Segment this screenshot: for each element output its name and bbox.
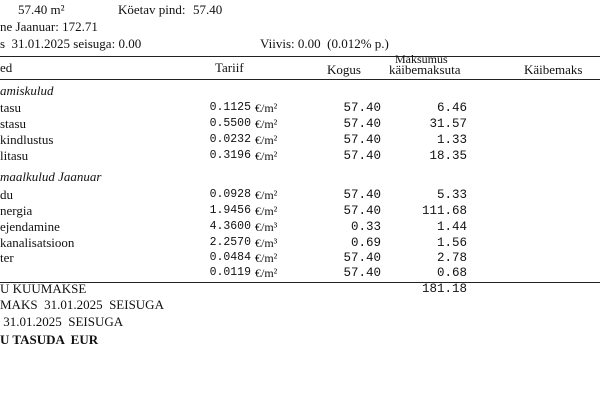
quantity: 57.40 <box>343 266 381 280</box>
area: 57.40 m² <box>18 2 65 17</box>
tariff: 2.2570 <box>209 236 251 249</box>
footer-line: 31.01.2025 SEISUGA <box>0 314 124 329</box>
heated-label: Köetav pind: <box>118 2 186 17</box>
quantity: 0.69 <box>350 236 381 250</box>
quantity: 57.40 <box>343 117 381 131</box>
tariff: 0.0928 <box>209 188 251 201</box>
col-amount: Maksumus <box>395 52 448 66</box>
footer-line: U TASUDA EUR <box>0 332 99 347</box>
unit: €/m² <box>255 204 278 218</box>
quantity: 57.40 <box>343 133 381 147</box>
quantity: 57.40 <box>343 101 381 115</box>
col-amount: käibemaksuta <box>389 62 461 77</box>
amount: 18.35 <box>429 149 467 163</box>
row-name: litasu <box>0 148 29 163</box>
tariff: 0.0119 <box>209 266 251 279</box>
row-name: ter <box>0 250 14 265</box>
penalty-line: Viivis: 0.00 (0.012% p.) <box>260 36 389 51</box>
unit: €/m² <box>255 266 278 280</box>
col-name: ed <box>0 60 13 75</box>
row-name: ejendamine <box>0 219 60 234</box>
row-name: stasu <box>0 116 26 131</box>
row-name: nergia <box>0 203 33 218</box>
row-name: du <box>0 187 13 202</box>
amount: 31.57 <box>429 117 467 131</box>
unit: €/m³ <box>255 220 278 234</box>
section-title: amiskulud <box>0 83 54 98</box>
heated-value: 57.40 <box>193 2 223 17</box>
tariff: 4.3600 <box>209 220 251 233</box>
amount: 111.68 <box>421 204 467 218</box>
unit: €/m³ <box>255 236 278 250</box>
unit: €/m² <box>255 133 278 147</box>
quantity: 57.40 <box>343 149 381 163</box>
amount: 5.33 <box>436 188 467 202</box>
quantity: 57.40 <box>343 251 381 265</box>
balance-line: s 31.01.2025 seisuga: 0.00 <box>0 36 142 51</box>
amount: 1.56 <box>436 236 467 250</box>
rule <box>0 282 600 283</box>
unit: €/m² <box>255 101 278 115</box>
footer-line: MAKS 31.01.2025 SEISUGA <box>0 297 164 312</box>
quantity: 0.33 <box>350 220 381 234</box>
tariff: 0.5500 <box>209 117 251 130</box>
col-vat: Käibemaks <box>524 62 583 77</box>
unit: €/m² <box>255 251 278 265</box>
month-line: ne Jaanuar: 172.71 <box>0 19 98 34</box>
row-name: kindlustus <box>0 132 54 147</box>
section-title: maalkulud Jaanuar <box>0 169 102 184</box>
rule <box>0 79 600 80</box>
amount: 6.46 <box>436 101 467 115</box>
quantity: 57.40 <box>343 204 381 218</box>
col-quantity: Kogus <box>327 62 361 77</box>
amount: 2.78 <box>436 251 467 265</box>
amount: 1.44 <box>436 220 467 234</box>
amount: 0.68 <box>436 266 467 280</box>
unit: €/m² <box>255 188 278 202</box>
row-name: kanalisatsioon <box>0 235 75 250</box>
tariff: 0.0484 <box>209 251 251 264</box>
total: 181.18 <box>421 282 467 296</box>
amount: 1.33 <box>436 133 467 147</box>
tariff: 1.9456 <box>209 204 251 217</box>
col-tariff: Tariif <box>215 60 244 75</box>
rule <box>0 56 600 57</box>
tariff: 0.1125 <box>209 101 251 114</box>
quantity: 57.40 <box>343 188 381 202</box>
unit: €/m² <box>255 117 278 131</box>
tariff: 0.3196 <box>209 149 251 162</box>
tariff: 0.0232 <box>209 133 251 146</box>
unit: €/m² <box>255 149 278 163</box>
row-name: tasu <box>0 100 21 115</box>
total-label: U KUUMAKSE <box>0 281 87 296</box>
